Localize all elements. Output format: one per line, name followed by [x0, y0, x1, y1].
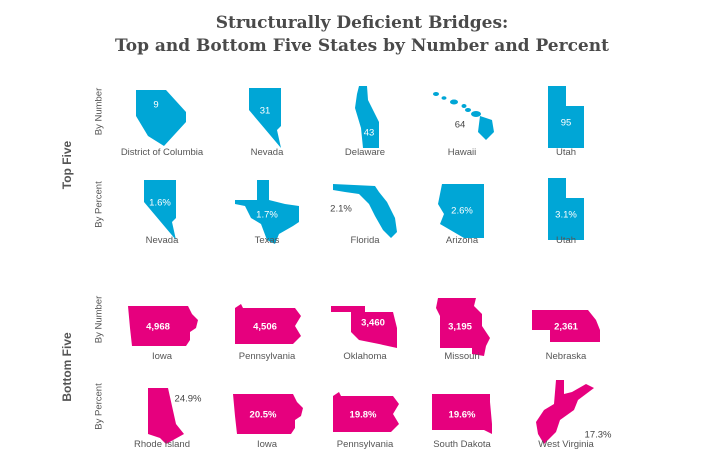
state-name-label: Delaware	[345, 147, 385, 158]
state-name-label: Hawaii	[448, 147, 477, 158]
state-map-item: 17.3%West Virginia	[536, 380, 612, 450]
west-virginia-shape-icon	[536, 380, 594, 444]
state-value-label: 24.9%	[175, 394, 202, 405]
state-value-label: 3,195	[448, 322, 472, 333]
state-value-label: 95	[561, 118, 572, 129]
state-name-label: Utah	[556, 235, 576, 246]
state-value-label: 4,506	[253, 322, 277, 333]
state-value-label: 2.6%	[451, 206, 473, 217]
state-name-label: Nevada	[146, 235, 179, 246]
iowa-shape-icon	[233, 394, 303, 434]
state-map-item: 3,460 Oklahoma	[331, 306, 397, 362]
state-name-label: Iowa	[152, 351, 173, 362]
state-map-item: 4,968 Iowa	[128, 306, 198, 362]
state-name-label: Texas	[255, 235, 280, 246]
state-value-label: 2,361	[554, 322, 578, 333]
state-map-item: 4,506 Pennsylvania	[235, 304, 301, 362]
nevada-shape-icon	[249, 88, 281, 148]
state-name-label: South Dakota	[433, 439, 491, 450]
state-value-label: 2.1%	[330, 204, 352, 215]
texas-shape-icon	[235, 180, 299, 244]
state-value-label: 9	[153, 100, 158, 111]
state-value-label: 19.6%	[449, 410, 476, 421]
state-map-item: 95 Utah	[548, 86, 584, 158]
state-name-label: Rhode Island	[134, 439, 190, 450]
pennsylvania-shape-icon	[235, 304, 301, 344]
state-name-label: Utah	[556, 147, 576, 158]
hawaii-shape-icon	[433, 92, 494, 140]
state-map-item: 43 Delaware	[345, 86, 385, 158]
state-map-item: 1.6% Nevada	[144, 180, 179, 246]
state-map-item: 1.7% Texas	[235, 180, 299, 246]
state-map-item: 3.1% Utah	[548, 178, 584, 246]
state-value-label: 19.8%	[350, 410, 377, 421]
utah-shape-icon	[548, 178, 584, 240]
title-line-2: Top and Bottom Five States by Number and…	[115, 36, 609, 56]
state-map-item: 3,195 Missouri	[436, 298, 490, 362]
florida-shape-icon	[333, 184, 397, 238]
state-map-item: 2.6% Arizona	[438, 184, 484, 246]
state-map-item: 19.6% South Dakota	[432, 394, 492, 450]
state-value-label: 3,460	[361, 318, 385, 329]
state-map-item: 19.8% Pennsylvania	[333, 392, 399, 450]
state-name-label: Nevada	[251, 147, 284, 158]
state-value-label: 31	[260, 106, 271, 117]
delaware-shape-icon	[355, 86, 379, 148]
state-value-label: 20.5%	[250, 410, 277, 421]
state-name-label: Iowa	[257, 439, 278, 450]
state-name-label: Pennsylvania	[337, 439, 394, 450]
state-map-item: 2,361 Nebraska	[532, 310, 600, 362]
state-map-item: 9 District of Columbia	[121, 90, 204, 158]
state-name-label: District of Columbia	[121, 147, 204, 158]
state-value-label: 43	[364, 128, 375, 139]
utah-shape-icon	[548, 86, 584, 148]
state-name-label: West Virginia	[538, 439, 594, 450]
state-name-label: Arizona	[446, 235, 479, 246]
title-line-1: Structurally Deficient Bridges:	[215, 13, 509, 33]
nevada-shape-icon	[144, 180, 176, 240]
state-value-label: 1.7%	[256, 210, 278, 221]
state-map-item: 24.9% Rhode Island	[134, 388, 202, 450]
pennsylvania-shape-icon	[333, 392, 399, 432]
state-value-label: 1.6%	[149, 198, 171, 209]
state-map-item: 64 Hawaii	[433, 92, 494, 158]
state-value-label: 17.3%	[585, 430, 612, 441]
state-name-label: Pennsylvania	[239, 351, 296, 362]
state-name-label: Missouri	[444, 351, 479, 362]
state-map-item: 20.5% Iowa	[233, 394, 303, 450]
state-map-item: 31 Nevada	[249, 88, 284, 158]
missouri-shape-icon	[436, 298, 490, 356]
nebraska-shape-icon	[532, 310, 600, 342]
state-map-item: 2.1% Florida	[330, 184, 397, 246]
state-name-label: Florida	[350, 235, 380, 246]
rhode-island-shape-icon	[148, 388, 184, 444]
iowa-shape-icon	[128, 306, 198, 346]
arizona-shape-icon	[438, 184, 484, 238]
state-value-label: 64	[455, 120, 466, 131]
oklahoma-shape-icon	[331, 306, 397, 348]
state-name-label: Oklahoma	[343, 351, 387, 362]
south-dakota-shape-icon	[432, 394, 492, 434]
dc-shape-icon	[136, 90, 186, 146]
state-value-label: 4,968	[146, 322, 170, 333]
state-value-label: 3.1%	[555, 210, 577, 221]
state-name-label: Nebraska	[546, 351, 587, 362]
